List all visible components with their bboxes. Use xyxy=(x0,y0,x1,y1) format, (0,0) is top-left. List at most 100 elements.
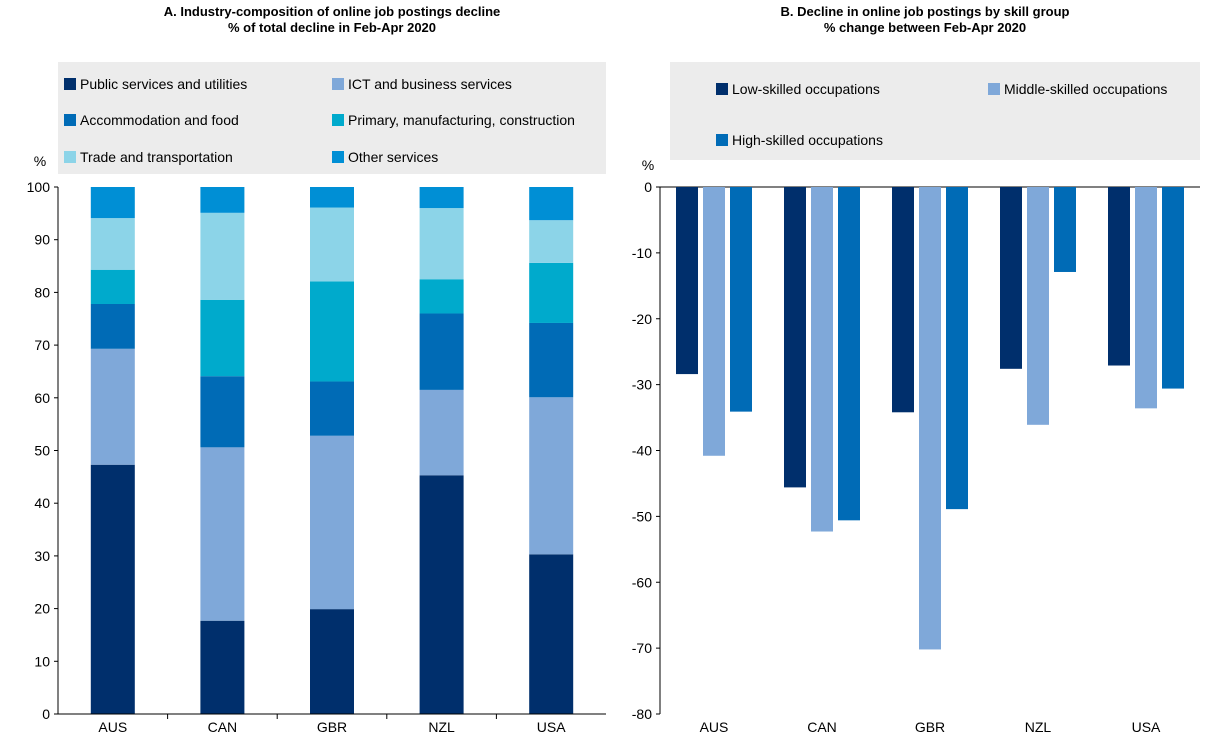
panel-a-bar-segment xyxy=(529,554,574,714)
panel-b-legend-label: Low-skilled occupations xyxy=(732,81,880,97)
panel-b-y-tick-label: -30 xyxy=(632,377,652,393)
panel-b-bar xyxy=(838,187,860,521)
panel-a-bar-segment xyxy=(419,208,464,280)
panel-a-x-tick-label: GBR xyxy=(317,719,347,735)
panel-a-legend-swatch xyxy=(64,78,76,90)
panel-b-legend-label: Middle-skilled occupations xyxy=(1004,81,1167,97)
panel-b-y-tick-label: -40 xyxy=(632,443,652,459)
panel-b-bar xyxy=(1054,187,1076,272)
panel-b-y-tick-label: -60 xyxy=(632,574,652,590)
panel-a-y-tick-label: 60 xyxy=(34,390,50,406)
panel-a-y-tick-label: 100 xyxy=(27,179,51,195)
panel-b-y-tick-label: -80 xyxy=(632,706,652,722)
panel-a-bar-segment xyxy=(310,381,354,436)
panel-a-bar-segment xyxy=(200,447,245,621)
panel-b-title: B. Decline in online job postings by ski… xyxy=(781,4,1070,19)
panel-b-subtitle: % change between Feb-Apr 2020 xyxy=(824,20,1026,35)
panel-a-x-tick-label: AUS xyxy=(98,719,127,735)
panel-b-y-tick-label: -50 xyxy=(632,508,652,524)
panel-a-legend-swatch xyxy=(332,151,344,163)
panel-b-x-tick-label: NZL xyxy=(1025,719,1052,735)
panel-a-bar-segment xyxy=(310,281,354,382)
panel-a-bar-segment xyxy=(200,187,245,213)
panel-a-y-axis: 0 10 20 30 40 50 60 70 80 90 100 xyxy=(27,179,59,722)
panel-a: A. Industry-composition of online job po… xyxy=(27,4,606,735)
panel-a-bar-segment xyxy=(419,475,464,714)
panel-b-y-tick-label: -70 xyxy=(632,640,652,656)
panel-b-bar xyxy=(1027,187,1049,425)
panel-a-x-tick-label: CAN xyxy=(208,719,238,735)
panel-a-bar-segment xyxy=(90,348,135,465)
panel-b-legend: Low-skilled occupations Middle-skilled oc… xyxy=(716,81,1167,148)
panel-a-legend-swatch xyxy=(332,78,344,90)
panel-a-bar-segment xyxy=(419,187,464,209)
panel-a-bar-segment xyxy=(529,262,574,323)
panel-a-legend-swatch xyxy=(332,114,344,126)
panel-a-legend-label: ICT and business services xyxy=(348,76,512,92)
panel-b-y-tick-label: -20 xyxy=(632,311,652,327)
panel-b-legend-swatch xyxy=(988,83,1000,95)
panel-b-bar xyxy=(1108,187,1130,366)
panel-b-y-unit: % xyxy=(642,157,654,173)
panel-b-x-tick-label: AUS xyxy=(700,719,729,735)
panel-a-bar-segment xyxy=(90,187,135,219)
panel-b-x-tick-label: GBR xyxy=(915,719,945,735)
panel-a-bar-segment xyxy=(90,303,135,349)
panel-a-legend: Public services and utilities ICT and bus… xyxy=(64,76,575,165)
panel-b-bar xyxy=(703,187,725,456)
panel-a-bar-segment xyxy=(419,279,464,314)
panel-b-legend-label: High-skilled occupations xyxy=(732,132,883,148)
panel-a-bar-segment xyxy=(419,313,464,390)
panel-b-legend-swatch xyxy=(716,134,728,146)
panel-b-x-axis: AUS CAN GBR NZL USA xyxy=(700,719,1161,735)
panel-a-y-tick-label: 0 xyxy=(42,706,50,722)
panel-b-bar xyxy=(892,187,914,413)
panel-b-legend-box xyxy=(670,62,1200,160)
panel-a-x-tick-label: NZL xyxy=(428,719,455,735)
panel-b-legend-swatch xyxy=(716,83,728,95)
panel-a-y-tick-label: 20 xyxy=(34,601,50,617)
panel-b-x-tick-label: CAN xyxy=(807,719,837,735)
panel-a-y-tick-label: 50 xyxy=(34,443,50,459)
panel-b-bars xyxy=(676,187,1184,650)
panel-a-y-tick-label: 90 xyxy=(34,232,50,248)
panel-a-legend-label: Other services xyxy=(348,149,438,165)
panel-a-y-tick-label: 10 xyxy=(34,653,50,669)
panel-b-bar xyxy=(811,187,833,532)
panel-a-bar-segment xyxy=(529,397,574,555)
panel-b-bar xyxy=(1135,187,1157,409)
panel-a-y-tick-label: 40 xyxy=(34,495,50,511)
panel-a-bar-segment xyxy=(200,212,245,300)
panel-a-bar-segment xyxy=(310,609,354,714)
panel-b-bar xyxy=(730,187,752,412)
panel-b-y-tick-label: 0 xyxy=(644,179,652,195)
panel-a-bar-segment xyxy=(90,464,135,714)
panel-a-bar-segment xyxy=(419,389,464,476)
panel-a-legend-label: Accommodation and food xyxy=(80,112,239,128)
panel-a-bar-segment xyxy=(200,299,245,377)
panel-b-bar xyxy=(784,187,806,488)
panel-b-bar xyxy=(946,187,968,510)
panel-a-x-axis: AUS CAN GBR NZL USA xyxy=(58,713,606,735)
panel-a-bar-segment xyxy=(310,207,354,282)
panel-a-y-tick-label: 80 xyxy=(34,284,50,300)
panel-b-x-tick-label: USA xyxy=(1132,719,1161,735)
panel-a-bar-segment xyxy=(90,218,135,270)
panel-a-legend-label: Public services and utilities xyxy=(80,76,247,92)
panel-b-bar xyxy=(1000,187,1022,369)
panel-a-bar-segment xyxy=(529,322,574,398)
panel-b-bar xyxy=(676,187,698,375)
panel-b-y-tick-label: -10 xyxy=(632,245,652,261)
panel-a-legend-label: Primary, manufacturing, construction xyxy=(348,112,575,128)
panel-a-y-tick-label: 30 xyxy=(34,548,50,564)
panel-b-bar xyxy=(1162,187,1184,389)
panel-b-bar xyxy=(919,187,941,650)
panel-a-bar-segment xyxy=(200,376,245,448)
panel-a-legend-swatch xyxy=(64,114,76,126)
panel-a-bars xyxy=(90,187,574,714)
panel-a-bar-segment xyxy=(310,187,354,208)
panel-a-bar-segment xyxy=(529,187,574,221)
panel-a-y-tick-label: 70 xyxy=(34,337,50,353)
panel-a-subtitle: % of total decline in Feb-Apr 2020 xyxy=(228,20,436,35)
